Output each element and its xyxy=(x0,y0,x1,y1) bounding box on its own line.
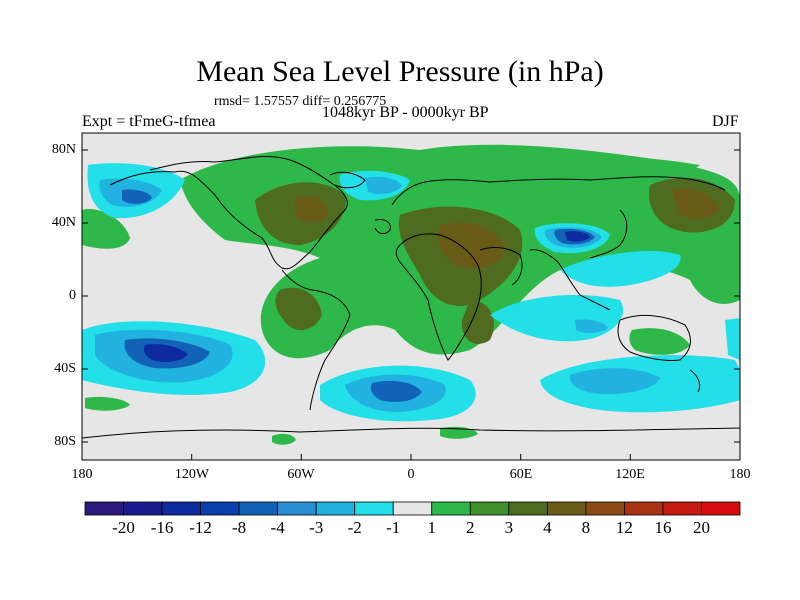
colorbar-swatch xyxy=(161,501,201,516)
colorbar-swatch xyxy=(431,501,471,516)
colorbar-swatch xyxy=(354,501,394,516)
colorbar-label: -20 xyxy=(112,518,135,537)
colorbar-label: -16 xyxy=(150,518,174,537)
negative-anomaly-dark-blue xyxy=(143,231,590,362)
season-label: DJF xyxy=(712,113,739,130)
colorbar-swatch xyxy=(546,501,587,516)
colorbar-label: 20 xyxy=(692,518,710,537)
lat-label: 40S xyxy=(54,361,76,376)
colorbar-label: -1 xyxy=(386,518,401,537)
stats-label: rmsd= 1.57557 diff= 0.256775 xyxy=(214,94,387,109)
colorbar-label: -12 xyxy=(189,518,212,537)
lon-label: 60W xyxy=(287,467,315,482)
lon-label: 120W xyxy=(174,467,210,482)
lat-label: 0 xyxy=(69,288,76,303)
colorbar-swatch xyxy=(585,501,625,516)
colorbar-swatch xyxy=(277,501,317,516)
lat-label: 80N xyxy=(51,142,76,157)
colorbar xyxy=(84,501,741,516)
colorbar-label: 1 xyxy=(427,518,437,537)
lon-label: 0 xyxy=(407,467,415,482)
period-label: 1048kyr BP - 0000kyr BP xyxy=(322,104,489,121)
colorbar-swatch xyxy=(662,501,702,516)
lon-label: 120E xyxy=(615,467,645,482)
colorbar-label: 16 xyxy=(654,518,672,537)
colorbar-label: 12 xyxy=(615,518,633,537)
colorbar-swatch xyxy=(84,501,124,516)
colorbar-swatch xyxy=(469,501,510,516)
map-title: Mean Sea Level Pressure (in hPa) xyxy=(196,55,604,88)
colorbar-swatch xyxy=(392,501,433,516)
lon-label: 180 xyxy=(729,467,751,482)
colorbar-label: -2 xyxy=(347,518,362,537)
axis-ticks xyxy=(81,149,741,460)
colorbar-label: -4 xyxy=(270,518,285,537)
lon-label: 180 xyxy=(71,467,93,482)
colorbar-swatch xyxy=(508,501,548,516)
colorbar-label: 3 xyxy=(504,518,514,537)
experiment-label: Expt = tFmeG-tfmea xyxy=(82,113,216,130)
colorbar-label: 4 xyxy=(543,518,552,537)
colorbar-swatch xyxy=(315,501,356,516)
colorbar-label: 2 xyxy=(466,518,475,537)
lat-label: 80S xyxy=(54,434,76,449)
colorbar-swatch xyxy=(624,501,664,516)
lat-label: 40N xyxy=(51,215,76,230)
map-fields xyxy=(82,133,740,460)
colorbar-swatch xyxy=(238,501,279,516)
coastlines xyxy=(82,156,740,439)
colorbar-swatch xyxy=(701,501,741,516)
colorbar-label: -8 xyxy=(232,518,247,537)
positive-anomaly-brown xyxy=(295,188,720,269)
colorbar-label: 8 xyxy=(581,518,591,537)
lon-label: 60E xyxy=(509,467,533,482)
colorbar-label: -3 xyxy=(309,518,324,537)
colorbar-swatch xyxy=(200,501,240,516)
colorbar-swatch xyxy=(123,501,163,516)
